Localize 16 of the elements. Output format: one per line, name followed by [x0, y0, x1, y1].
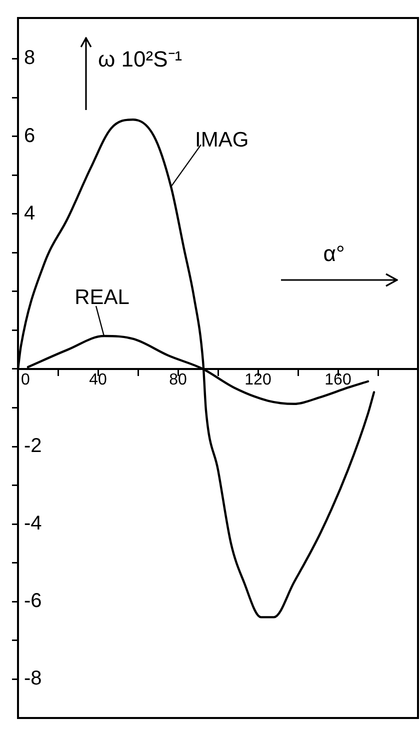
y-axis-title: ω 10²S⁻¹ — [98, 46, 182, 72]
x-tick-label: 160 — [324, 371, 352, 388]
series-label: REAL — [74, 286, 130, 310]
x-tick-label: 0 — [21, 371, 30, 388]
x-tick-label: 40 — [89, 371, 107, 388]
x-axis-title: α° — [323, 240, 345, 266]
y-tick-label: 8 — [24, 47, 36, 70]
y-tick-label: -8 — [24, 668, 42, 690]
series-label: IMAG — [195, 128, 249, 152]
x-tick-label: 120 — [244, 371, 272, 388]
y-tick-label: -6 — [24, 590, 42, 612]
y-tick-label: -2 — [24, 435, 42, 458]
y-tick-label: 4 — [24, 202, 36, 224]
x-tick-label: 80 — [169, 371, 187, 388]
y-tick-label: -4 — [24, 512, 42, 535]
y-tick-label: 6 — [24, 124, 36, 147]
